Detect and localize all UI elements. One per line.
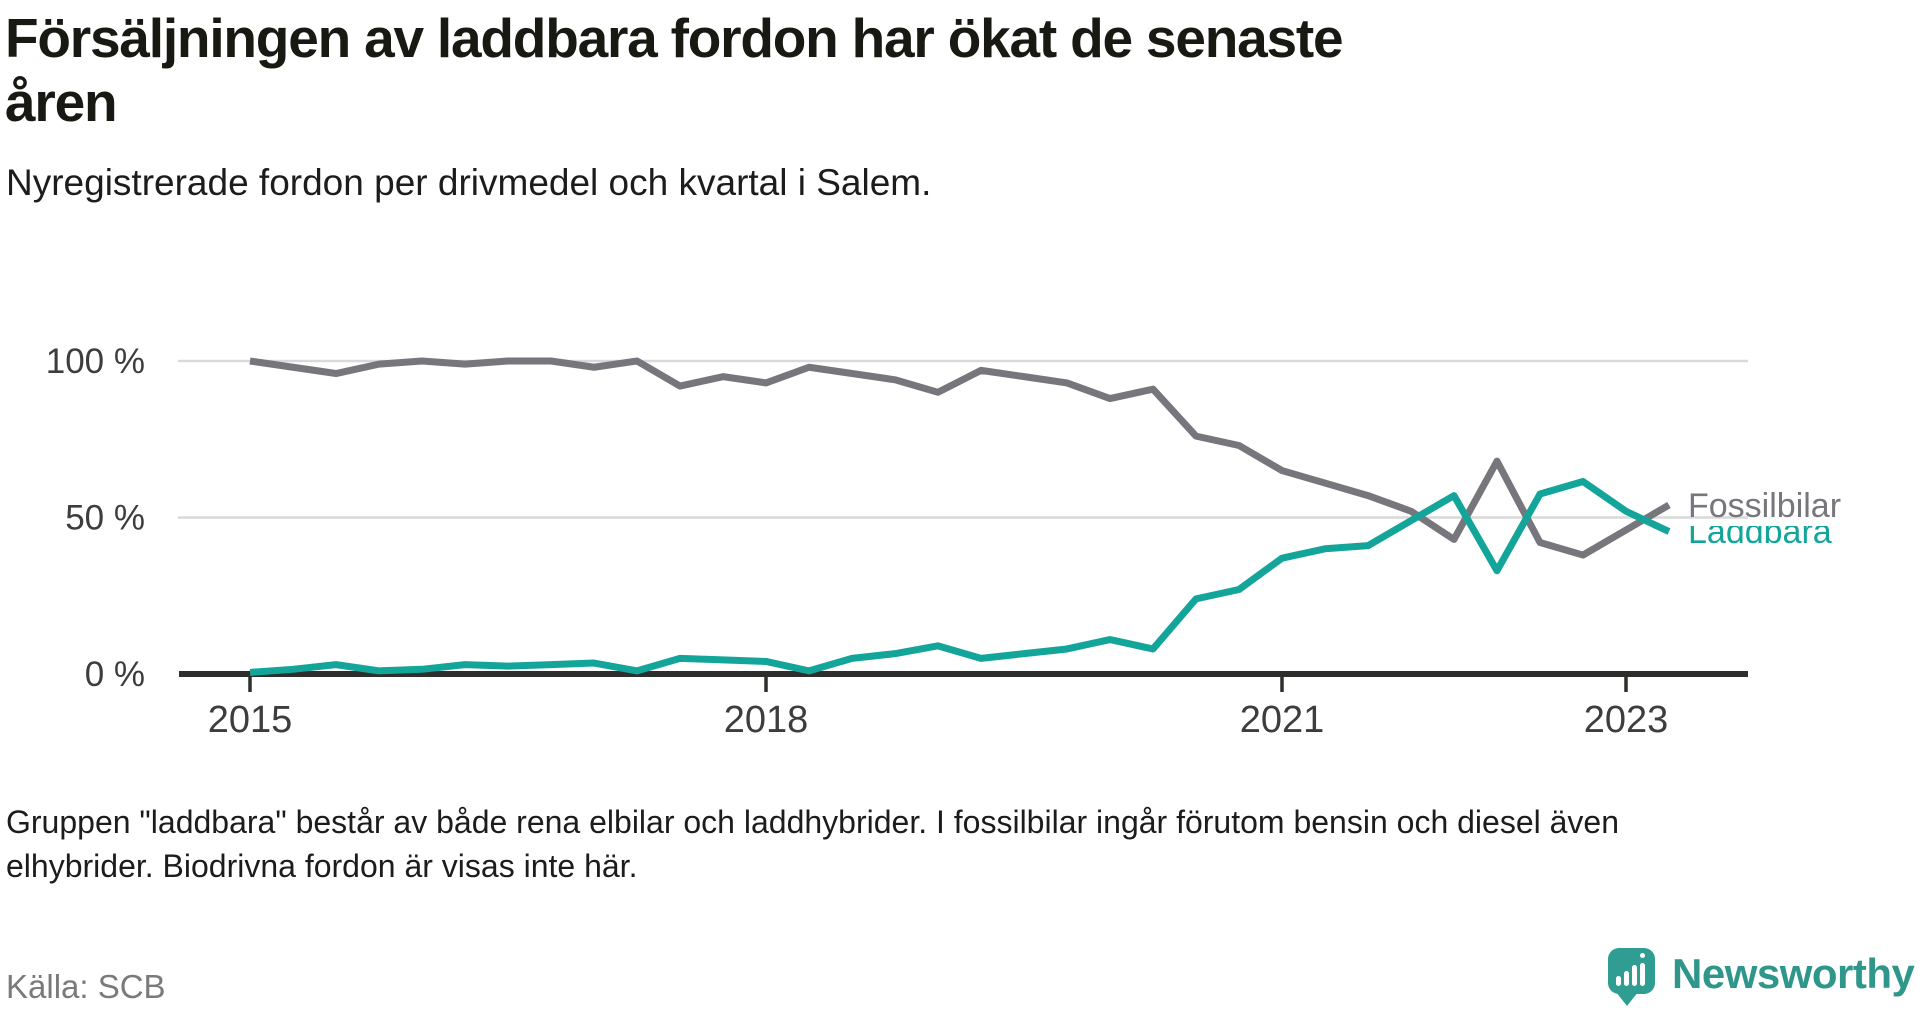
- source-note: Källa: SCB: [6, 968, 166, 1005]
- logo-bar-icon: [1632, 965, 1637, 986]
- footnote-line-2: elhybrider. Biodrivna fordon är visas in…: [6, 848, 638, 884]
- chart-footnote: Gruppen "laddbara" består av både rena e…: [6, 800, 1619, 888]
- series-line-fossilbilar: [249, 357, 1671, 559]
- newsworthy-logo-text: Newsworthy: [1672, 950, 1915, 997]
- newsworthy-logo-icon: [1608, 948, 1655, 994]
- logo-bar-icon: [1624, 971, 1629, 986]
- page-title: Försäljningen av laddbara fordon har öka…: [5, 6, 1344, 134]
- series-label-laddbara: Laddbara: [1688, 513, 1832, 551]
- chart-subtitle: Nyregistrerade fordon per drivmedel och …: [6, 162, 932, 203]
- series-line-laddbara: [249, 478, 1671, 676]
- x-axis-label-2018: 2018: [724, 699, 809, 741]
- logo-bar-icon: [1616, 976, 1621, 986]
- logo-exclamation-dot-icon: [1640, 953, 1645, 958]
- y-axis-label-0: 0 %: [85, 655, 145, 694]
- footnote-line-1: Gruppen "laddbara" består av både rena e…: [6, 804, 1620, 840]
- y-axis-label-50: 50 %: [65, 499, 145, 538]
- x-axis-label-2021: 2021: [1240, 699, 1325, 741]
- chart-canvas: 100 % 50 % 0 % 2015 2018 2021 2023 FossilbilarL…: [46, 342, 1841, 741]
- y-axis-label-100: 100 %: [46, 342, 145, 381]
- logo-speech-tail-icon: [1616, 992, 1638, 1006]
- title-line-1: Försäljningen av laddbara fordon har öka…: [5, 7, 1344, 69]
- x-axis-label-2015: 2015: [208, 699, 293, 741]
- newsworthy-logo: Newsworthy: [1608, 946, 1918, 1010]
- series-label-fossilbilar: Fossilbilar: [1688, 487, 1841, 525]
- title-line-2: åren: [5, 71, 118, 133]
- logo-exclamation-icon: [1640, 963, 1645, 986]
- line-chart: 100 % 50 % 0 % 2015 2018 2021 2023 Fossilbilar L…: [0, 300, 1920, 780]
- x-axis-label-2023: 2023: [1584, 699, 1669, 741]
